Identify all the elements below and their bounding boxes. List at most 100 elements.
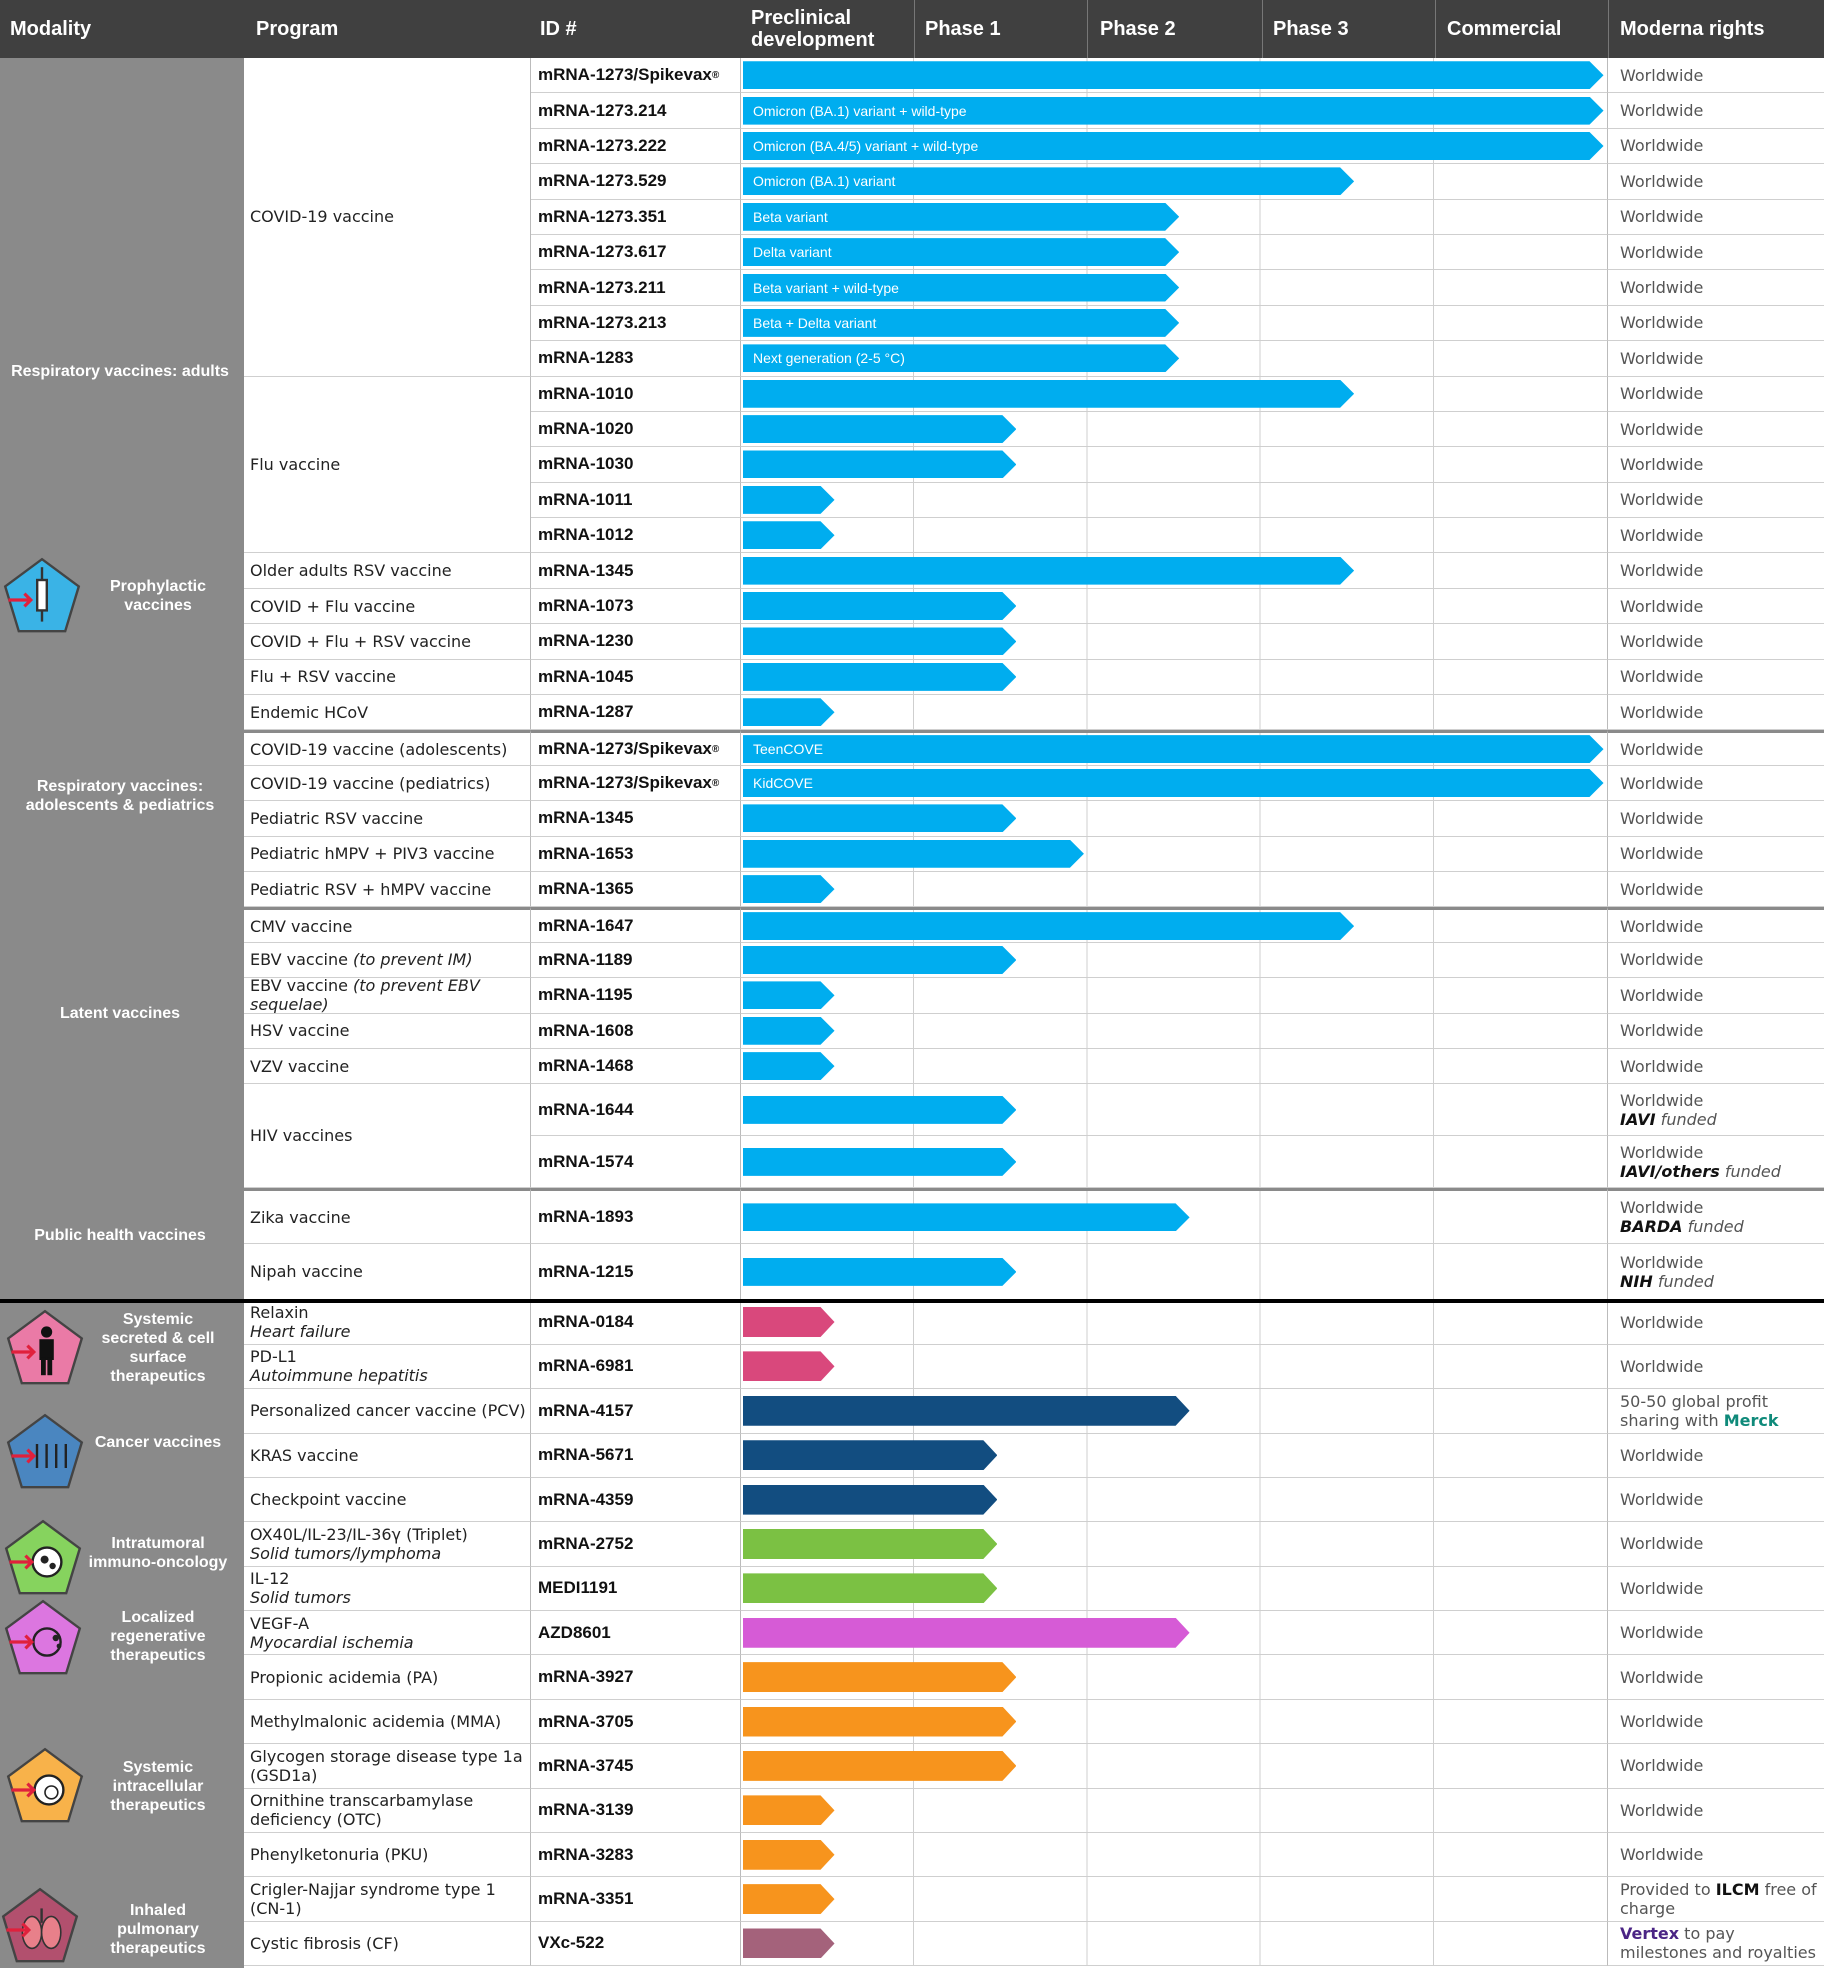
rights-cell: Worldwide: [1608, 93, 1824, 129]
progress-bar[interactable]: Beta variant + wild-type: [743, 274, 1179, 302]
program-cell: Relaxin Heart failure: [244, 1300, 531, 1345]
progress-bar[interactable]: [743, 1573, 997, 1603]
program-name: Endemic HCoV: [250, 702, 369, 722]
program-id: mRNA-1010: [531, 376, 741, 412]
progress-bar[interactable]: [743, 450, 1016, 478]
progress-bar[interactable]: [743, 557, 1354, 585]
registered-mark: ®: [711, 69, 720, 81]
progress-bar[interactable]: [743, 61, 1604, 89]
header-divider: [1087, 0, 1088, 58]
progress-bar[interactable]: Next generation (2-5 °C): [743, 344, 1179, 372]
phase-track: [741, 1013, 1608, 1049]
progress-bar[interactable]: [743, 592, 1016, 620]
progress-bar[interactable]: [743, 627, 1016, 655]
rights-cell: Worldwide IAVI/others funded: [1608, 1136, 1824, 1189]
progress-bar[interactable]: [743, 840, 1084, 868]
progress-bar[interactable]: [743, 1751, 1016, 1781]
progress-bar[interactable]: [743, 1707, 1016, 1737]
progress-bar[interactable]: [743, 1928, 835, 1958]
program-id: mRNA-0184: [531, 1300, 741, 1345]
program-cell: COVID-19 vaccine (pediatrics): [244, 765, 531, 802]
bar-label: Beta variant: [753, 208, 828, 225]
program-cell: Personalized cancer vaccine (PCV): [244, 1389, 531, 1434]
progress-bar[interactable]: [743, 1618, 1190, 1648]
rights-cell: Worldwide: [1608, 129, 1824, 165]
program-name: Propionic acidemia (PA): [250, 1667, 439, 1687]
progress-bar[interactable]: [743, 486, 835, 514]
progress-bar[interactable]: [743, 380, 1354, 408]
id-text: mRNA-4157: [538, 1400, 634, 1420]
id-text: mRNA-1273/Spikevax: [538, 739, 712, 759]
phase-track: [741, 1300, 1608, 1345]
program-id: mRNA-1574: [531, 1136, 741, 1189]
program-id: mRNA-1283: [531, 341, 741, 377]
progress-bar[interactable]: TeenCOVE: [743, 735, 1604, 763]
program-name: VZV vaccine: [250, 1056, 350, 1076]
id-text: mRNA-1644: [538, 1099, 634, 1119]
progress-bar[interactable]: [743, 698, 835, 726]
progress-bar[interactable]: [743, 1017, 835, 1045]
progress-bar[interactable]: [743, 521, 835, 549]
modality-label: Inhaled pulmonary therapeutics: [110, 1902, 206, 1957]
progress-bar[interactable]: [743, 1307, 835, 1337]
program-id: mRNA-5671: [531, 1433, 741, 1478]
header-program: Program: [256, 18, 339, 40]
program-name: PD-L1: [250, 1347, 297, 1367]
progress-bar[interactable]: [743, 1884, 835, 1914]
progress-bar[interactable]: [743, 1529, 997, 1559]
rights-text: Worldwide: [1620, 348, 1704, 368]
progress-bar[interactable]: KidCOVE: [743, 769, 1604, 797]
progress-bar[interactable]: [743, 1485, 997, 1515]
phase-track: Beta + Delta variant: [741, 305, 1608, 342]
phase-track: [741, 588, 1608, 625]
progress-bar[interactable]: [743, 1203, 1190, 1231]
phase-track: TeenCOVE: [741, 730, 1608, 766]
progress-bar[interactable]: [743, 946, 1016, 974]
progress-bar[interactable]: Beta + Delta variant: [743, 309, 1179, 337]
program-cell: Glycogen storage disease type 1a (GSD1a): [244, 1744, 531, 1789]
progress-bar[interactable]: [743, 981, 835, 1009]
program-id: mRNA-1215: [531, 1244, 741, 1301]
progress-bar[interactable]: Omicron (BA.1) variant + wild-type: [743, 97, 1604, 125]
progress-bar[interactable]: [743, 1396, 1190, 1426]
program-id: mRNA-3927: [531, 1655, 741, 1700]
rights-text: Worldwide: [1620, 916, 1704, 936]
phase-track: Beta variant + wild-type: [741, 270, 1608, 306]
progress-bar[interactable]: Delta variant: [743, 238, 1179, 266]
program-name: Glycogen storage disease type 1a (GSD1a): [250, 1746, 523, 1785]
progress-bar[interactable]: [743, 415, 1016, 443]
cell-icon: [5, 1746, 85, 1826]
program-name: HSV vaccine: [250, 1021, 350, 1041]
progress-bar[interactable]: [743, 875, 835, 903]
progress-bar[interactable]: [743, 1795, 835, 1825]
program-indication: (to prevent EBV sequelae): [250, 978, 480, 1014]
rights-text: 50-50 global profit sharing with: [1620, 1391, 1768, 1430]
rights-text: Worldwide: [1620, 1667, 1704, 1687]
program-id: mRNA-1273/Spikevax ®: [531, 730, 741, 766]
program-name: EBV vaccine: [250, 978, 354, 996]
id-text: mRNA-1647: [538, 916, 634, 936]
syringe-icon: [2, 556, 82, 636]
progress-bar[interactable]: [743, 1662, 1016, 1692]
program-name: Nipah vaccine: [250, 1262, 363, 1282]
progress-bar[interactable]: [743, 1052, 835, 1080]
progress-bar[interactable]: [743, 663, 1016, 691]
progress-bar[interactable]: [743, 804, 1016, 832]
id-text: mRNA-1273/Spikevax: [538, 65, 712, 85]
progress-bar[interactable]: Beta variant: [743, 203, 1179, 231]
progress-bar[interactable]: [743, 1258, 1016, 1286]
rights-cell: Worldwide: [1608, 660, 1824, 696]
modality-label: Public health vaccines: [34, 1227, 206, 1244]
progress-bar[interactable]: [743, 1840, 835, 1870]
id-text: mRNA-1012: [538, 525, 634, 545]
progress-bar[interactable]: [743, 912, 1354, 940]
progress-bar[interactable]: [743, 1148, 1016, 1176]
progress-bar[interactable]: Omicron (BA.4/5) variant + wild-type: [743, 132, 1604, 160]
progress-bar[interactable]: [743, 1096, 1016, 1124]
id-text: mRNA-1283: [538, 348, 634, 368]
progress-bar[interactable]: [743, 1440, 997, 1470]
program-cell: COVID-19 vaccine: [244, 58, 531, 377]
id-text: mRNA-3283: [538, 1844, 634, 1864]
progress-bar[interactable]: [743, 1351, 835, 1381]
progress-bar[interactable]: Omicron (BA.1) variant: [743, 167, 1354, 195]
